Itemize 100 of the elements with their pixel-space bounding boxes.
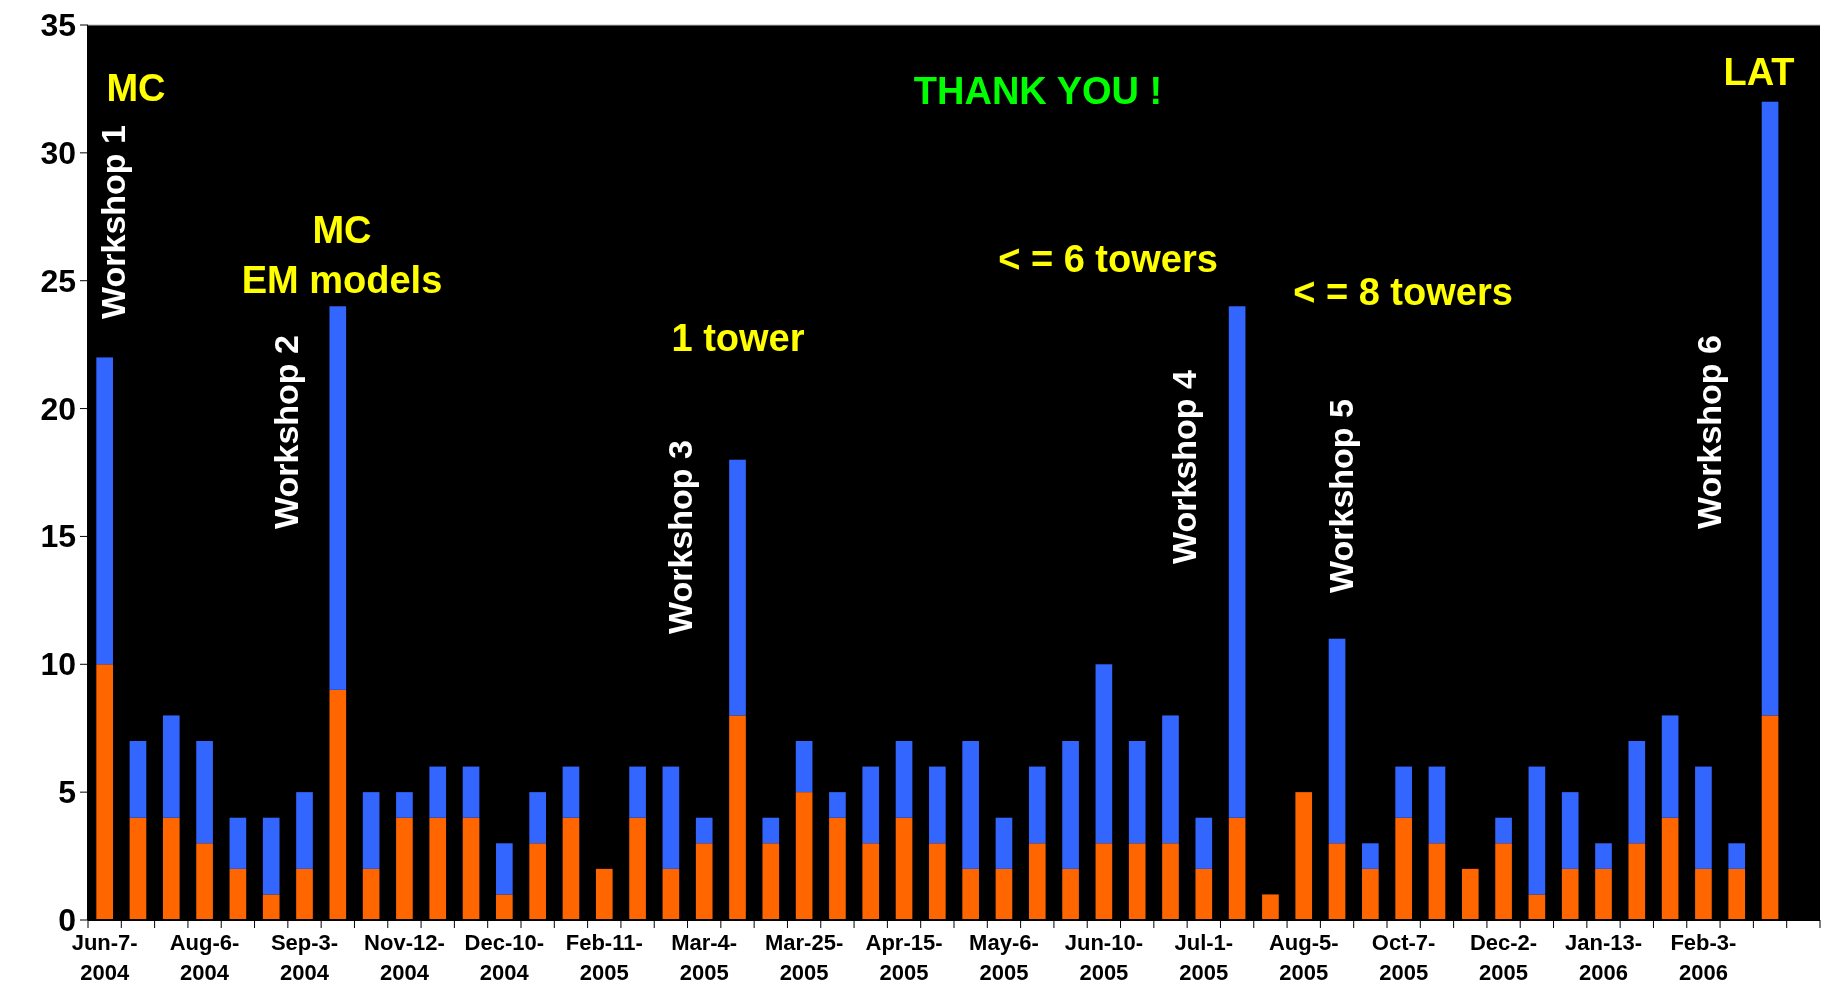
bar [1595, 868, 1612, 920]
bar [795, 792, 813, 920]
bar [1628, 843, 1646, 920]
annotation: < = 8 towers [1293, 271, 1513, 313]
bar [362, 868, 380, 920]
bar [1595, 843, 1612, 869]
bar [1062, 741, 1079, 869]
y-tick-label: 30 [40, 134, 76, 171]
bar [729, 459, 746, 716]
bar [262, 817, 280, 895]
bar [829, 817, 846, 920]
bar [1195, 868, 1213, 920]
bar [162, 715, 180, 818]
bar [862, 843, 880, 920]
annotation: 1 tower [671, 317, 805, 359]
bar [296, 792, 313, 869]
annotation: MC [312, 209, 372, 251]
bar [629, 766, 646, 818]
bar [1428, 766, 1446, 844]
bar [1195, 817, 1213, 869]
y-tick-label: 35 [40, 7, 76, 43]
bar [129, 741, 147, 818]
bar [1661, 817, 1679, 920]
bar [1761, 101, 1779, 716]
y-tick-label: 15 [40, 518, 76, 555]
x-tick-label: Oct-7-2005 [1371, 930, 1436, 985]
bar [1295, 792, 1313, 920]
bar [1428, 843, 1446, 920]
x-tick-label: Mar-4-2005 [671, 930, 738, 985]
bar [695, 843, 713, 920]
bar [1395, 817, 1412, 920]
bar [962, 868, 979, 920]
bar [1162, 843, 1179, 920]
x-tick-label: Jan-13-2006 [1564, 930, 1643, 985]
y-tick-label: 25 [40, 262, 76, 299]
bar [1128, 843, 1146, 920]
bar [396, 792, 413, 818]
bar [562, 817, 580, 920]
bar [1128, 741, 1146, 844]
annotation: MC [106, 67, 166, 109]
bar [462, 817, 480, 920]
bar [529, 843, 546, 920]
bar [1362, 843, 1379, 869]
bar [129, 817, 147, 920]
bar [1028, 766, 1046, 844]
annotation: THANK YOU ! [913, 70, 1163, 112]
x-tick-label: Jul-1-2005 [1174, 930, 1234, 985]
bar [496, 894, 513, 920]
annotation: Workshop 5 [1322, 399, 1360, 593]
bar [229, 817, 247, 869]
bar [1228, 306, 1246, 818]
bar [929, 843, 946, 920]
annotation: Workshop 3 [661, 440, 699, 634]
bar [1162, 715, 1179, 844]
x-tick-label: Jun-10-2005 [1064, 930, 1144, 985]
bar [1561, 792, 1579, 869]
bar [329, 306, 347, 690]
bar [529, 792, 546, 844]
annotation: Workshop 2 [267, 335, 305, 529]
annotation: Workshop 4 [1165, 369, 1203, 564]
bar [329, 689, 347, 920]
x-tick-label: Nov-12-2004 [364, 930, 445, 985]
annotation: < = 6 towers [998, 238, 1218, 280]
bar [1695, 868, 1712, 920]
annotation: LAT [1723, 51, 1795, 93]
x-tick-label: Feb-11-2005 [565, 930, 643, 985]
bar [629, 817, 646, 920]
bar [262, 894, 280, 920]
bar [1328, 638, 1346, 844]
x-tick-label: Aug-6-2004 [169, 930, 240, 985]
y-tick-label: 10 [40, 646, 76, 683]
annotation: Workshop 1 [94, 125, 132, 319]
bar [229, 868, 247, 920]
bar [96, 664, 113, 920]
bar [929, 766, 946, 844]
bar [1328, 843, 1346, 920]
bar [1395, 766, 1412, 818]
bar [1095, 843, 1113, 920]
bar [1728, 843, 1746, 869]
x-tick-label: Dec-2-2005 [1469, 930, 1538, 985]
bar [895, 817, 913, 920]
bar [429, 766, 447, 818]
bar [1661, 715, 1679, 818]
bar [762, 817, 780, 844]
bar [1362, 868, 1379, 920]
bar [196, 843, 213, 920]
bar [1028, 843, 1046, 920]
x-tick-label: Aug-5-2005 [1268, 930, 1339, 985]
bar [1761, 715, 1779, 920]
bar [895, 741, 913, 818]
bar [729, 715, 746, 920]
x-tick-label: Apr-15-2005 [865, 930, 943, 985]
bar [1062, 868, 1079, 920]
bar [362, 792, 380, 869]
bar [196, 741, 213, 844]
bar [1528, 894, 1546, 920]
bar [995, 868, 1013, 920]
annotation: EM models [241, 259, 443, 301]
bar [462, 766, 480, 818]
bar [1262, 894, 1279, 920]
